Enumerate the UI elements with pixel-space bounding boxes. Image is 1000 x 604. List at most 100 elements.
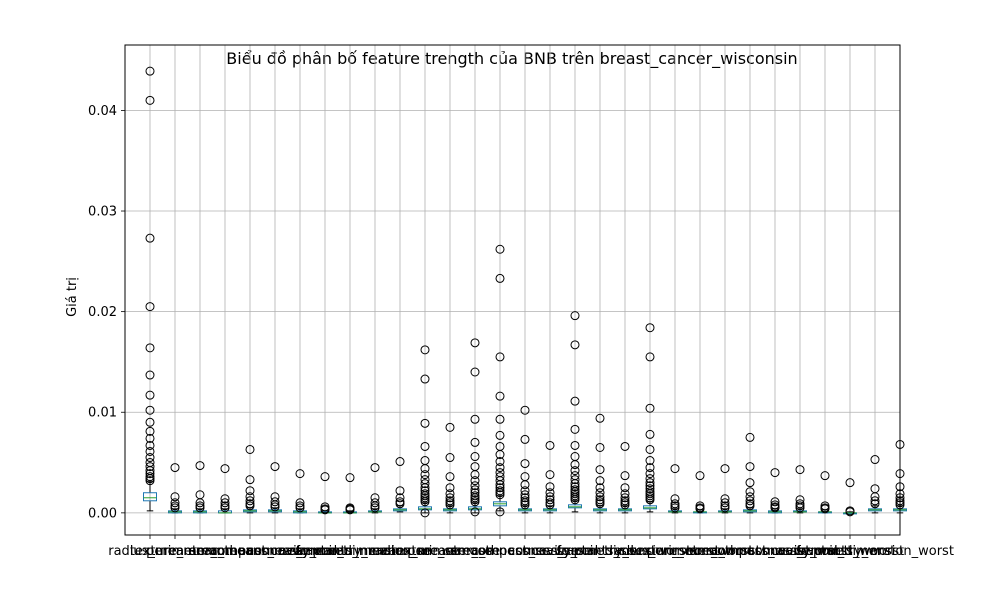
outlier-point bbox=[345, 473, 355, 483]
outlier-point bbox=[570, 460, 580, 470]
outlier-point bbox=[195, 503, 205, 513]
outlier-point bbox=[770, 503, 780, 513]
outlier-point bbox=[520, 459, 530, 469]
x-tick-label: smoothness_se bbox=[450, 544, 550, 559]
outlier-point bbox=[620, 489, 630, 499]
outlier-point bbox=[495, 273, 505, 283]
outlier-point bbox=[245, 496, 255, 506]
outlier-point bbox=[145, 440, 155, 450]
outlier-point bbox=[495, 507, 505, 517]
outlier-point bbox=[445, 493, 455, 503]
outlier-point bbox=[170, 498, 180, 508]
box-group bbox=[418, 345, 432, 518]
outlier-point bbox=[645, 323, 655, 333]
box-rect bbox=[418, 506, 432, 511]
outlier-point bbox=[745, 478, 755, 488]
outlier-point bbox=[495, 490, 505, 500]
outlier-point bbox=[470, 497, 480, 507]
outlier-point bbox=[470, 414, 480, 424]
x-tick-label: smoothness_mean bbox=[189, 544, 311, 559]
outlier-point bbox=[145, 302, 155, 312]
outlier-point bbox=[645, 403, 655, 413]
outlier-point bbox=[295, 503, 305, 513]
outlier-point bbox=[595, 483, 605, 493]
outlier-point bbox=[870, 492, 880, 502]
outlier-point bbox=[745, 496, 755, 506]
outlier-point bbox=[370, 498, 380, 508]
x-tick-label: symmetry_se bbox=[556, 544, 643, 559]
outlier-point bbox=[170, 492, 180, 502]
outlier-point bbox=[270, 502, 280, 512]
outlier-point bbox=[620, 493, 630, 503]
box-group bbox=[393, 457, 407, 513]
outlier-point bbox=[545, 495, 555, 505]
box-layer bbox=[143, 66, 907, 518]
outlier-point bbox=[245, 444, 255, 454]
outlier-point bbox=[520, 493, 530, 503]
outlier-point bbox=[220, 464, 230, 474]
box-group bbox=[843, 478, 857, 517]
outlier-point bbox=[445, 483, 455, 493]
outlier-point bbox=[870, 496, 880, 506]
box-group bbox=[193, 461, 207, 514]
outlier-point bbox=[420, 497, 430, 507]
x-tick-label: concave points_mean bbox=[254, 544, 396, 559]
outlier-point bbox=[195, 461, 205, 471]
outlier-point bbox=[645, 495, 655, 505]
outlier-point bbox=[845, 507, 855, 517]
outlier-point bbox=[570, 440, 580, 450]
outlier-point bbox=[645, 478, 655, 488]
outlier-point bbox=[545, 470, 555, 480]
x-tick-label: fractal_dimension_mean bbox=[296, 544, 455, 559]
y-tick-label: 0.03 bbox=[88, 205, 117, 220]
outlier-point bbox=[495, 457, 505, 467]
chart-title: Biểu đồ phân bố feature trength của BNB … bbox=[226, 49, 797, 69]
box-group bbox=[243, 444, 257, 514]
outlier-point bbox=[395, 457, 405, 467]
outlier-point bbox=[145, 95, 155, 105]
outlier-point bbox=[495, 352, 505, 362]
outlier-point bbox=[420, 441, 430, 451]
outlier-point bbox=[395, 493, 405, 503]
outlier-point bbox=[395, 499, 405, 509]
outlier-point bbox=[295, 469, 305, 479]
x-tick-label: smoothness_worst bbox=[690, 544, 811, 559]
outlier-point bbox=[745, 501, 755, 511]
x-tick-label: concavity_mean bbox=[247, 544, 353, 559]
outlier-point bbox=[320, 472, 330, 482]
outlier-point bbox=[845, 478, 855, 488]
x-tick-label: perimeter_mean bbox=[146, 544, 254, 559]
outlier-point bbox=[770, 497, 780, 507]
outlier-point bbox=[470, 476, 480, 486]
x-tick-label: symmetry_mean bbox=[295, 544, 404, 559]
outlier-point bbox=[495, 476, 505, 486]
box-group bbox=[343, 473, 357, 515]
outlier-point bbox=[270, 462, 280, 472]
outlier-point bbox=[470, 338, 480, 348]
outlier-point bbox=[220, 494, 230, 504]
outlier-point bbox=[445, 489, 455, 499]
outlier-point bbox=[645, 456, 655, 466]
outlier-point bbox=[745, 492, 755, 502]
outlier-point bbox=[745, 432, 755, 442]
box-group bbox=[168, 463, 182, 514]
box-group bbox=[568, 311, 582, 513]
outlier-point bbox=[145, 370, 155, 380]
x-tick-label: area_mean bbox=[189, 544, 261, 559]
outlier-point bbox=[370, 463, 380, 473]
outlier-point bbox=[495, 391, 505, 401]
outlier-point bbox=[145, 233, 155, 243]
outlier-point bbox=[420, 464, 430, 474]
outlier-point bbox=[520, 434, 530, 444]
outlier-point bbox=[145, 462, 155, 472]
outlier-point bbox=[245, 486, 255, 496]
outlier-point bbox=[495, 244, 505, 254]
outlier-point bbox=[495, 414, 505, 424]
box-rect bbox=[468, 506, 482, 511]
outlier-point bbox=[570, 340, 580, 350]
outlier-point bbox=[420, 345, 430, 355]
outlier-point bbox=[570, 482, 580, 492]
outlier-point bbox=[570, 311, 580, 321]
